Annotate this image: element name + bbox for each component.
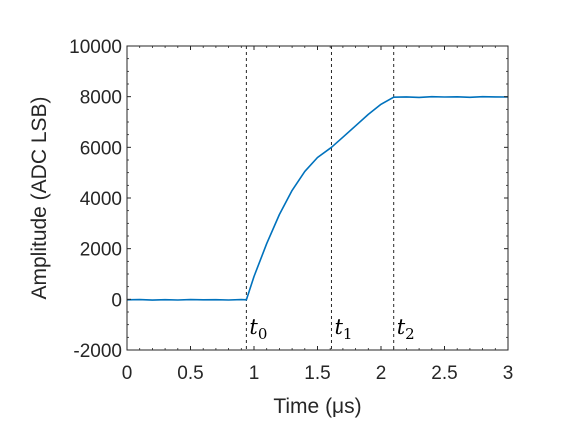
x-tick-label: 2.5 bbox=[431, 363, 457, 384]
x-tick-label: 0.5 bbox=[177, 363, 203, 384]
x-tick-label: 2 bbox=[376, 363, 387, 384]
marker-label-0: t0 bbox=[249, 315, 267, 343]
marker-label-2: t2 bbox=[397, 315, 415, 343]
y-axis-label: Amplitude (ADC LSB) bbox=[28, 96, 51, 299]
y-tick-label: -2000 bbox=[73, 341, 122, 362]
y-tick-label: 8000 bbox=[80, 88, 122, 109]
y-tick-label: 10000 bbox=[69, 37, 122, 58]
marker-label-subscript: 0 bbox=[258, 325, 268, 343]
x-axis-label: Time (μs) bbox=[273, 395, 361, 418]
y-tick-label: 4000 bbox=[80, 189, 122, 210]
series-line-0 bbox=[126, 95, 509, 301]
x-tick-label: 1 bbox=[249, 363, 260, 384]
series-layer bbox=[126, 95, 509, 301]
marker-label-base: t bbox=[249, 315, 258, 339]
y-tick-label: 2000 bbox=[80, 240, 122, 261]
y-tick-label: 0 bbox=[111, 290, 122, 311]
plot-background bbox=[127, 46, 508, 350]
marker-label-base: t bbox=[397, 315, 406, 339]
x-tick-label: 1.5 bbox=[304, 363, 330, 384]
marker-label-subscript: 1 bbox=[343, 325, 353, 343]
plot-area bbox=[127, 46, 508, 350]
marker-label-subscript: 2 bbox=[405, 325, 415, 343]
marker-label-base: t bbox=[334, 315, 343, 339]
y-tick-label: 6000 bbox=[80, 138, 122, 159]
marker-label-1: t1 bbox=[334, 315, 352, 343]
x-tick-label: 3 bbox=[503, 363, 514, 384]
x-tick-label: 0 bbox=[122, 363, 133, 384]
